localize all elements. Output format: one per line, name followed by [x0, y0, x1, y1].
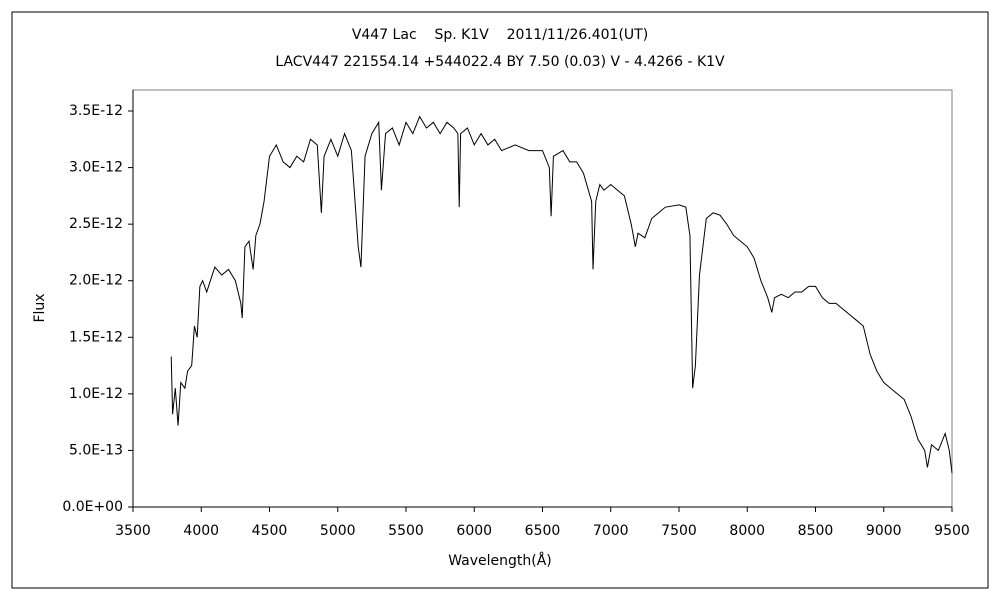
x-tick-label: 4500 [252, 523, 288, 539]
x-tick-label: 9500 [934, 523, 970, 539]
y-axis-label: Flux [32, 293, 48, 322]
x-tick-label: 6000 [456, 523, 492, 539]
y-tick-label: 1.5E-12 [69, 329, 123, 345]
chart-frame [11, 11, 989, 589]
chart-title: V447 Lac Sp. K1V 2011/11/26.401(UT) [352, 27, 648, 43]
y-tick-label: 2.0E-12 [69, 273, 123, 289]
x-tick-label: 5500 [388, 523, 424, 539]
x-tick-label: 8500 [798, 523, 834, 539]
y-tick-label: 0.0E+00 [62, 499, 123, 515]
y-tick-label: 5.0E-13 [69, 442, 123, 458]
x-tick-label: 4000 [183, 523, 219, 539]
y-tick-label: 1.0E-12 [69, 386, 123, 402]
x-tick-label: 9000 [866, 523, 902, 539]
x-tick-label: 8000 [729, 523, 765, 539]
chart-subtitle: LACV447 221554.14 +544022.4 BY 7.50 (0.0… [275, 54, 725, 70]
x-tick-label: 7500 [661, 523, 697, 539]
x-tick-label: 3500 [115, 523, 151, 539]
y-tick-label: 3.5E-12 [69, 103, 123, 119]
x-tick-label: 6500 [525, 523, 561, 539]
y-tick-label: 2.5E-12 [69, 216, 123, 232]
x-tick-label: 5000 [320, 523, 356, 539]
x-tick-label: 7000 [593, 523, 629, 539]
spectrum-line [170, 115, 953, 474]
x-axis-label: Wavelength(Å) [448, 552, 552, 569]
y-tick-label: 3.0E-12 [69, 160, 123, 176]
